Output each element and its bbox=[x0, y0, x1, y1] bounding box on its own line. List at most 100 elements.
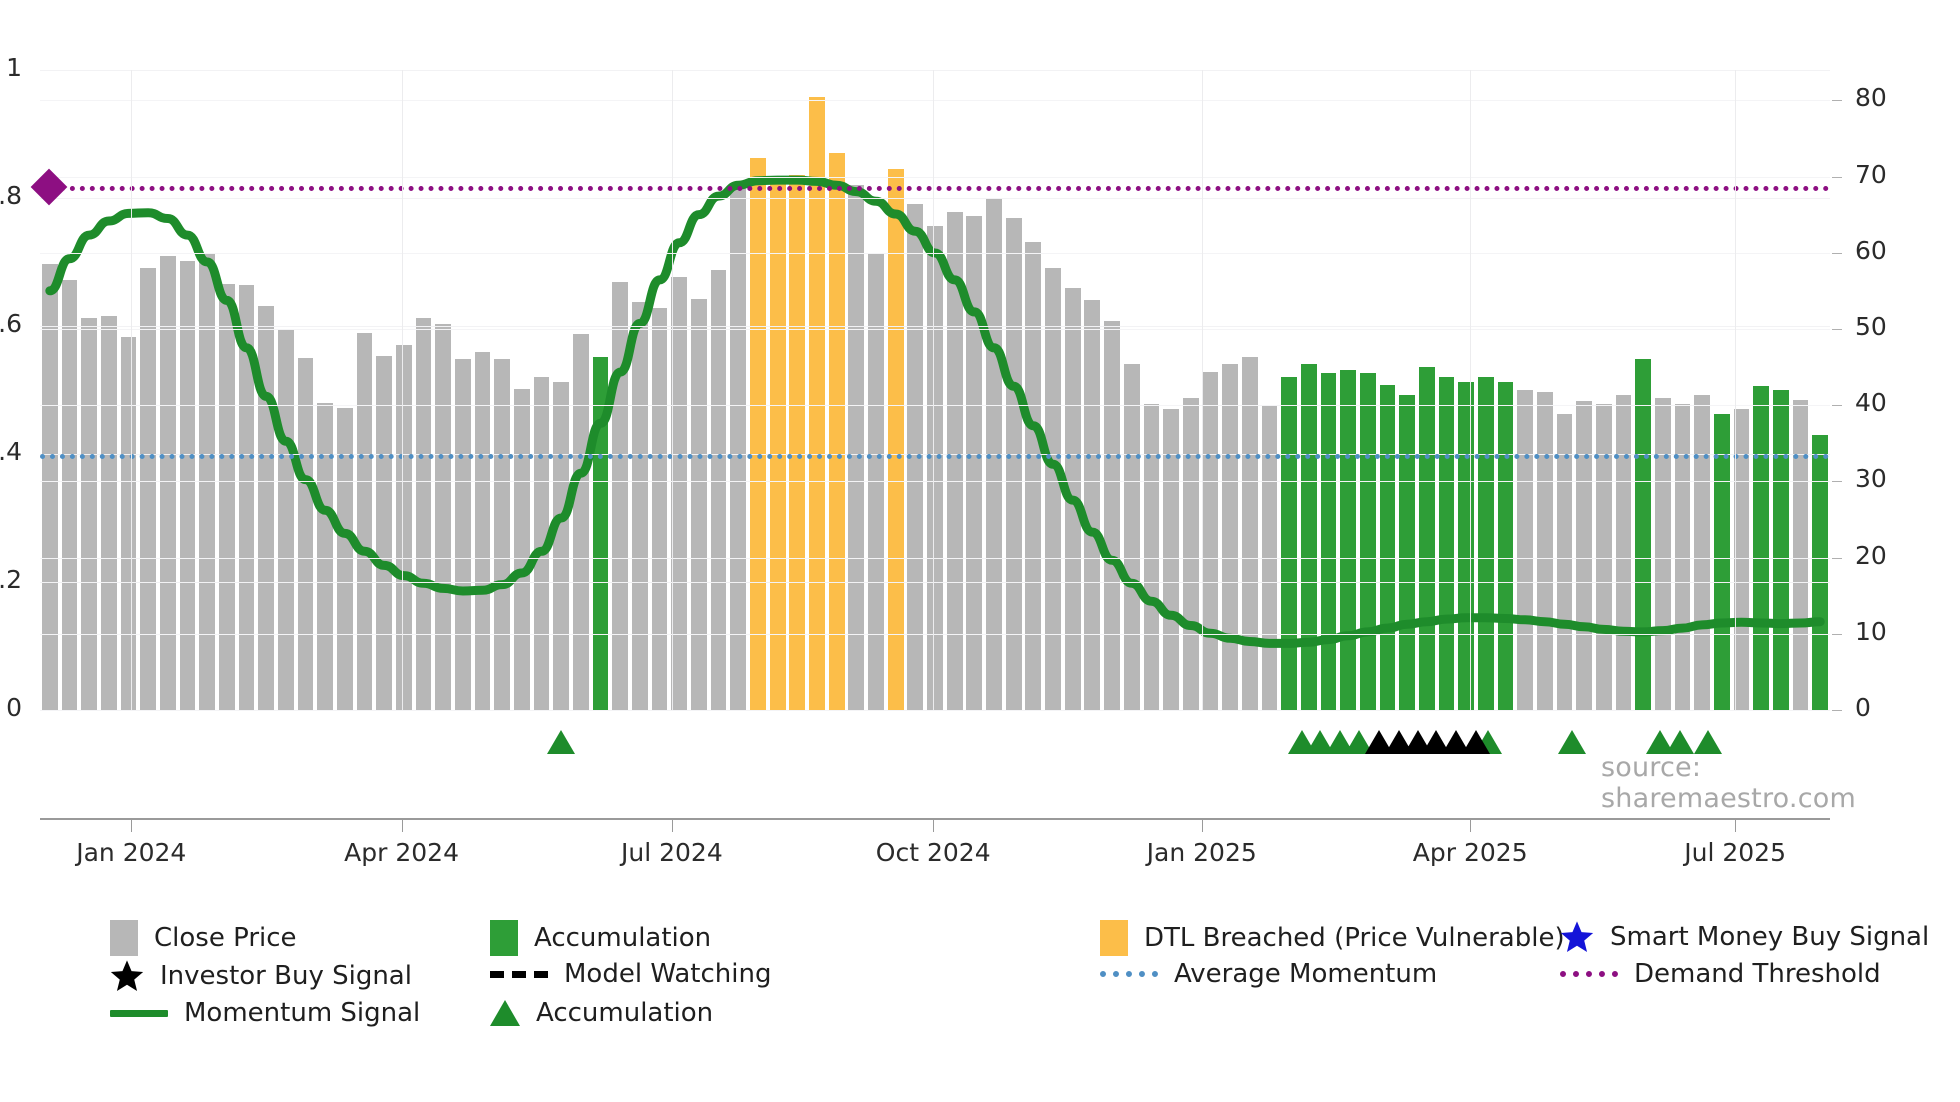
dtl-breached-bar bbox=[750, 158, 766, 710]
close-price-bar bbox=[317, 402, 334, 710]
vertical-gridline bbox=[401, 70, 403, 710]
accumulation-marker bbox=[546, 730, 575, 754]
y-axis-right-tick bbox=[1832, 633, 1842, 635]
chart-legend: Close Price Accumulation DTL Breached (Pri… bbox=[0, 920, 1960, 1080]
close-price-bar bbox=[1025, 241, 1042, 710]
gridline-secondary bbox=[40, 176, 1830, 178]
close-price-bar bbox=[1104, 320, 1120, 710]
close-price-bar bbox=[573, 333, 589, 710]
accumulation-marker bbox=[1694, 730, 1723, 754]
legend-item[interactable]: Accumulation bbox=[490, 920, 711, 956]
signal-marker-strip bbox=[40, 722, 1830, 762]
accumulation-marker bbox=[1665, 730, 1694, 754]
momentum-signal-curve bbox=[45, 175, 1825, 648]
close-price-bar bbox=[356, 333, 373, 710]
x-axis-tick-label: Apr 2024 bbox=[344, 838, 459, 867]
close-price-bar bbox=[927, 225, 943, 710]
dtl-breached-bar bbox=[789, 174, 806, 710]
legend-swatch-dotted-line bbox=[1560, 971, 1618, 977]
accumulation-bar bbox=[1399, 395, 1415, 710]
close-price-bar bbox=[1182, 398, 1199, 710]
close-price-bar bbox=[848, 185, 865, 710]
y-axis-right-tick-label: 40 bbox=[1855, 388, 1887, 418]
gridline bbox=[40, 326, 1830, 327]
accumulation-bar bbox=[1772, 390, 1789, 710]
x-axis-tick-label: Jul 2024 bbox=[620, 838, 723, 867]
legend-label: Accumulation bbox=[534, 923, 712, 953]
close-price-bar bbox=[691, 299, 707, 710]
y-axis-right-tick-label: 80 bbox=[1855, 83, 1887, 113]
legend-swatch-line bbox=[110, 1009, 168, 1017]
close-price-bar bbox=[81, 317, 98, 710]
legend-swatch-rect bbox=[110, 920, 138, 956]
close-price-bar bbox=[1792, 400, 1809, 710]
legend-item[interactable]: Demand Threshold bbox=[1560, 959, 1881, 989]
gridline-secondary bbox=[40, 633, 1830, 635]
x-axis-line bbox=[40, 818, 1830, 820]
close-price-bar bbox=[1556, 413, 1573, 710]
legend-item[interactable]: Model Watching bbox=[490, 959, 771, 989]
close-price-bar bbox=[730, 185, 747, 710]
y-axis-right-tick bbox=[1832, 176, 1842, 178]
legend-item[interactable]: DTL Breached (Price Vulnerable) bbox=[1100, 920, 1565, 956]
accumulation-bar bbox=[1300, 364, 1317, 710]
legend-label: Average Momentum bbox=[1174, 959, 1438, 989]
close-price-bar bbox=[120, 336, 137, 710]
legend-label: Smart Money Buy Signal bbox=[1610, 922, 1930, 952]
accumulation-bar bbox=[1458, 382, 1474, 710]
star-icon bbox=[110, 960, 144, 992]
legend-item[interactable]: Momentum Signal bbox=[110, 998, 420, 1028]
close-price-bar bbox=[1222, 364, 1238, 710]
y-axis-right-tick-label: 70 bbox=[1855, 159, 1887, 189]
y-axis-right-tick bbox=[1832, 405, 1842, 407]
legend-item[interactable]: Accumulation bbox=[490, 998, 713, 1028]
accumulation-bar bbox=[1812, 434, 1829, 710]
gridline-secondary bbox=[40, 100, 1830, 102]
accumulation-bar bbox=[1497, 382, 1514, 710]
dtl-breached-bar bbox=[828, 153, 845, 710]
close-price-bar bbox=[494, 359, 511, 710]
accumulation-bar bbox=[1438, 377, 1455, 710]
legend-label: DTL Breached (Price Vulnerable) bbox=[1144, 923, 1565, 953]
y-axis-right-tick bbox=[1832, 710, 1842, 711]
legend-item[interactable]: Smart Money Buy Signal bbox=[1560, 920, 1929, 954]
y-axis-left-tick-label: 0.2 bbox=[0, 565, 22, 594]
accumulation-bar bbox=[1477, 377, 1494, 710]
close-price-bar bbox=[100, 315, 117, 710]
close-price-bar bbox=[179, 260, 196, 710]
dtl-breached-bar bbox=[809, 96, 825, 710]
close-price-bar bbox=[710, 269, 727, 710]
x-axis-tick bbox=[671, 818, 673, 832]
close-price-bar bbox=[1123, 364, 1140, 710]
close-price-bar bbox=[278, 329, 294, 710]
legend-label: Demand Threshold bbox=[1634, 959, 1881, 989]
y-axis-right-tick-label: 30 bbox=[1855, 464, 1887, 494]
triangle-icon bbox=[490, 1000, 520, 1026]
close-price-bar bbox=[140, 268, 157, 710]
y-axis-right-tick bbox=[1832, 557, 1842, 559]
average-momentum-line bbox=[40, 454, 1830, 459]
close-price-bar bbox=[946, 212, 963, 710]
legend-item[interactable]: Close Price bbox=[110, 920, 297, 956]
x-axis-tick bbox=[933, 818, 935, 832]
y-axis-left-tick-label: 0.4 bbox=[0, 437, 22, 466]
dtl-breached-bar bbox=[769, 182, 786, 710]
vertical-gridline bbox=[671, 70, 673, 710]
legend-item[interactable]: Investor Buy Signal bbox=[110, 959, 412, 993]
gridline bbox=[40, 198, 1830, 199]
demand-threshold-line bbox=[40, 186, 1830, 192]
legend-swatch-dashed-line bbox=[490, 970, 548, 978]
x-axis-tick-label: Oct 2024 bbox=[875, 838, 991, 867]
accumulation-bar bbox=[592, 357, 609, 710]
legend-item[interactable]: Average Momentum bbox=[1100, 959, 1437, 989]
gridline-secondary bbox=[40, 329, 1830, 331]
x-axis-tick bbox=[1470, 818, 1472, 832]
x-axis-tick bbox=[1735, 818, 1737, 832]
accumulation-bar bbox=[1281, 377, 1297, 710]
y-axis-right-tick bbox=[1832, 481, 1842, 483]
close-price-bar bbox=[632, 301, 648, 710]
legend-swatch-dotted-line bbox=[1100, 971, 1158, 977]
vertical-gridline bbox=[1470, 70, 1472, 710]
close-price-bar bbox=[1084, 300, 1101, 710]
